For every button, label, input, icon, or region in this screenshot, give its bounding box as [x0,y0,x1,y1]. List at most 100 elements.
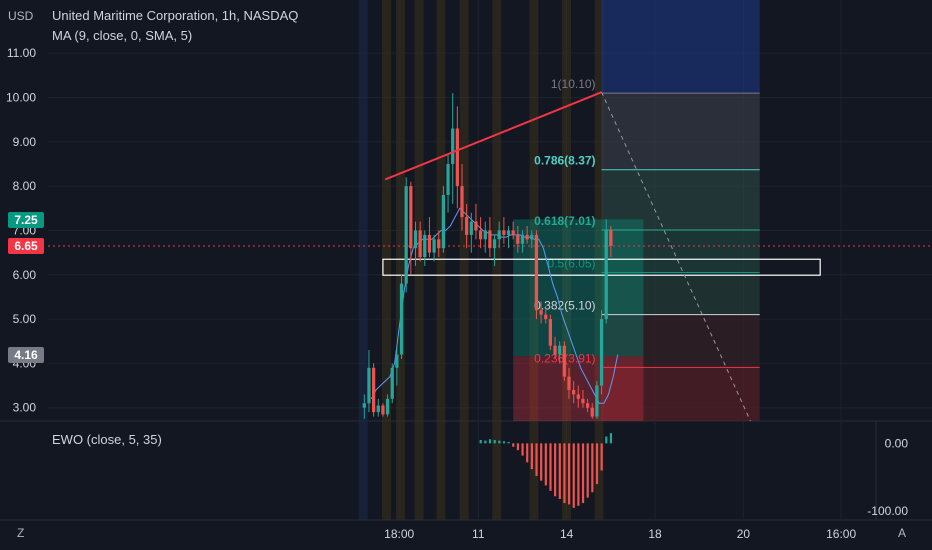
candle-body [604,230,608,320]
session-band [459,421,469,520]
candle-body [381,405,385,415]
session-band [414,0,424,421]
candle-body [585,403,590,408]
ewo-tick-label: 0.00 [885,436,909,450]
candle-body [553,345,557,355]
candle-body [609,230,613,246]
position-profit-zone [513,219,644,357]
candle-body [525,234,529,240]
ewo-bar [488,439,492,444]
auto-scale-button[interactable]: A [898,526,907,540]
candle-body [455,128,459,187]
ewo-bar [572,443,575,508]
fib-band-bottom [601,367,760,421]
y-tick-label: 3.00 [13,401,37,415]
fib-band [601,272,760,315]
candle-body [488,230,492,249]
candle-body [451,128,455,164]
price-tag-current: 6.65 [8,238,44,254]
candle-body [539,310,543,315]
candle-body [413,230,418,249]
ewo-bar [530,443,533,470]
price-tag-target: 7.25 [8,212,44,228]
x-tick-label: 20 [737,527,751,541]
candle-body [423,234,427,258]
support-zone-box [382,258,821,276]
session-band [436,0,446,421]
candle-body [502,230,506,235]
ewo-tick-label: -100.00 [867,504,908,518]
ewo-bar [512,443,515,447]
fib-band [601,229,760,273]
fib-band [601,93,760,170]
ewo-bar [577,443,580,506]
candle-body [558,345,562,355]
ewo-bar [479,439,482,444]
ewo-bar [493,439,496,444]
session-band [492,421,502,520]
candle-body [376,405,380,413]
ma-legend[interactable]: MA (9, close, 0, SMA, 5) [52,28,193,43]
candle-body [427,234,432,253]
y-tick-label: 5.00 [13,312,37,326]
ewo-bar [605,436,608,444]
y-tick-label: 9.00 [13,135,37,149]
ewo-bar [544,443,547,486]
fib-level-label: 0.5(6.05) [548,257,596,271]
ewo-bar [567,443,571,505]
candle-body [548,319,553,346]
price-tag-entry: 4.16 [8,347,44,363]
ewo-legend[interactable]: EWO (close, 5, 35) [52,432,162,447]
fib-level-label: 1(10.10) [551,77,596,91]
ewo-bar [549,443,552,491]
y-tick-label: 6.00 [13,268,37,282]
fib-extension-band [601,0,760,94]
candle-body [404,186,408,284]
candle-body [446,163,450,195]
candle-body [432,239,436,253]
ewo-bar [563,443,566,504]
x-tick-label: 14 [560,527,574,541]
candle-body [516,234,520,244]
ewo-bar [586,443,589,498]
session-band [358,421,368,520]
session-band [492,0,502,421]
candle-body [399,283,404,355]
session-band [529,421,539,520]
x-tick-label: 18:00 [384,527,414,541]
candle-body [441,194,446,249]
candle-body [506,230,511,235]
session-band [529,0,539,421]
candle-body [590,407,594,417]
candle-body [474,221,478,231]
candle-body [385,398,390,415]
candle-body [492,239,497,249]
symbol-title[interactable]: United Maritime Corporation, 1h, NASDAQ [52,8,299,23]
candle-body [437,239,441,249]
candle-body [520,234,525,244]
timezone-button[interactable]: Z [17,526,25,540]
candle-body [511,230,515,235]
ewo-bar [526,443,529,463]
candle-body [409,186,413,249]
ewo-bar [581,443,585,504]
ewo-bar [507,442,510,444]
candle-body [497,230,501,240]
ewo-bar [554,443,557,497]
ewo-bar [516,443,520,451]
candle-body [362,403,366,408]
session-band [395,0,405,421]
y-tick-label: 8.00 [13,179,37,193]
session-band [414,421,424,520]
candle-body [390,367,394,399]
session-band [395,421,405,520]
fib-band [601,314,760,368]
ewo-bar [558,443,561,499]
ewo-bar [502,441,506,444]
session-band [459,0,469,421]
ewo-bar [595,443,599,485]
x-tick-label: 11 [472,527,485,541]
candle-body [460,186,464,218]
ewo-bar [591,443,594,493]
